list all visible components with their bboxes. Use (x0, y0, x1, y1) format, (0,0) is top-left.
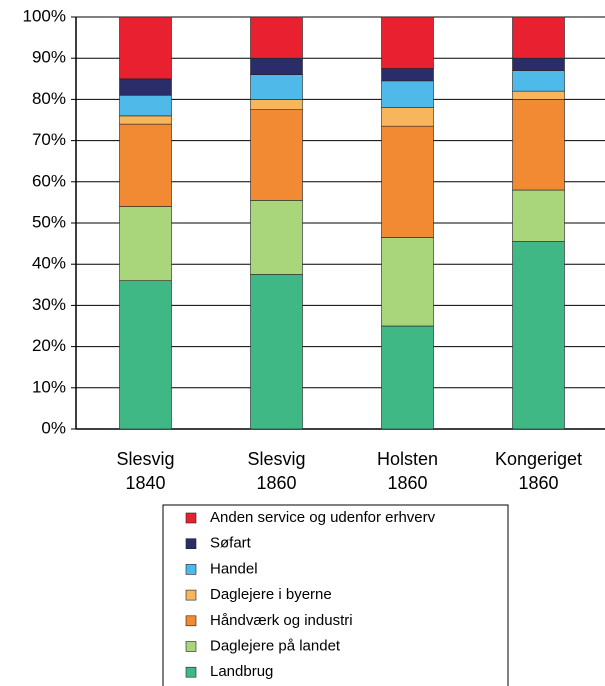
legend-label: Landbrug (210, 663, 273, 680)
bar-segment (381, 325, 434, 430)
bar-segment (512, 90, 565, 100)
bar-segment (250, 99, 303, 111)
legend-label: Handel (210, 560, 258, 577)
bar-segment (119, 16, 172, 80)
bar-segment (512, 189, 565, 242)
legend-label: Søfart (210, 535, 252, 552)
bar-segment (250, 274, 303, 430)
bar-segment (381, 125, 434, 238)
bar-segment (512, 99, 565, 191)
x-tick-label: Slesvig 1860 (247, 449, 306, 493)
bar-segment (381, 16, 434, 69)
x-tick-label: Holsten 1860 (376, 449, 439, 493)
bar-segment (381, 68, 434, 82)
bar-segment (250, 57, 303, 75)
legend-box (162, 504, 509, 686)
legend-label: Håndværk og industri (210, 612, 353, 629)
legend-label: Daglejere på landet (210, 637, 341, 654)
y-tick-label: 20% (32, 336, 66, 355)
bar-segment (381, 237, 434, 327)
bar-segment (119, 123, 172, 207)
y-tick-label: 80% (32, 89, 66, 108)
y-tick-label: 60% (32, 171, 66, 190)
y-tick-label: 40% (32, 254, 66, 273)
legend-swatch (185, 564, 197, 575)
bar-segment (250, 109, 303, 201)
y-tick-label: 30% (32, 295, 66, 314)
bar-segment (119, 115, 172, 125)
legend-swatch (185, 538, 197, 550)
bar-segment (512, 241, 565, 430)
bar-segment (119, 78, 172, 96)
y-tick-label: 70% (32, 130, 66, 149)
legend-swatch (185, 512, 197, 524)
y-tick-label: 10% (32, 377, 66, 396)
x-tick-label: Slesvig 1840 (116, 449, 175, 493)
bar-segment (119, 94, 172, 117)
y-tick-label: 100% (23, 6, 66, 25)
y-tick-label: 50% (32, 212, 66, 231)
legend-label: Daglejere i byerne (210, 586, 332, 603)
y-tick-label: 90% (32, 48, 66, 67)
bar-segment (250, 74, 303, 100)
bar-segment (512, 16, 565, 59)
bar-segment (512, 57, 565, 71)
bar-segment (250, 200, 303, 275)
bar-segment (119, 206, 172, 281)
bar-segment (512, 70, 565, 92)
bar-segment (381, 80, 434, 108)
bar-segment (119, 280, 172, 430)
legend-swatch (185, 641, 197, 652)
bar-segment (381, 107, 434, 127)
y-tick-label: 0% (41, 418, 66, 437)
legend-swatch (185, 589, 197, 601)
legend-swatch (185, 615, 197, 627)
x-tick-label: Kongeriget 1860 (494, 449, 583, 493)
legend-label: Anden service og udenfor erhverv (210, 509, 436, 526)
legend-swatch (185, 666, 197, 678)
bar-segment (250, 16, 303, 59)
